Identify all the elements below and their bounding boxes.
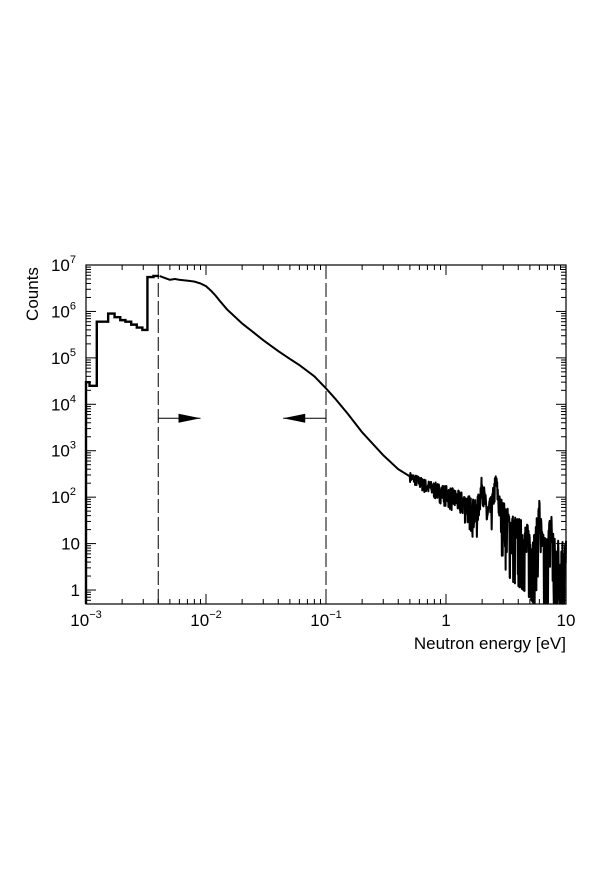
x-axis: 10−3 10−2 10−1 1 10 [70,265,575,630]
y-tick-label: 107 [51,254,76,275]
y-tick-label: 1 [71,581,80,600]
y-tick-label: 102 [51,486,76,507]
x-tick-label: 10−2 [190,609,221,630]
y-axis-label: Counts [23,267,42,321]
x-tick-label: 10−1 [310,609,341,630]
y-tick-label: 10 [61,535,80,554]
y-tick-label: 103 [51,440,76,461]
x-axis-label: Neutron energy [eV] [414,634,566,653]
x-tick-label: 1 [441,611,450,630]
y-tick-label: 104 [51,393,76,414]
spectrum-histogram [84,274,159,604]
y-tick-label: 106 [51,300,76,321]
arrow-right [158,413,201,423]
x-tick-label: 10−3 [70,609,101,630]
x-tick-label: 10 [557,611,576,630]
spectrum-curve [158,275,567,605]
y-tick-label: 105 [51,347,76,368]
plot-area [84,265,567,605]
y-axis: 1 10 102 103 104 105 106 107 [51,254,566,605]
arrow-left [283,413,326,423]
